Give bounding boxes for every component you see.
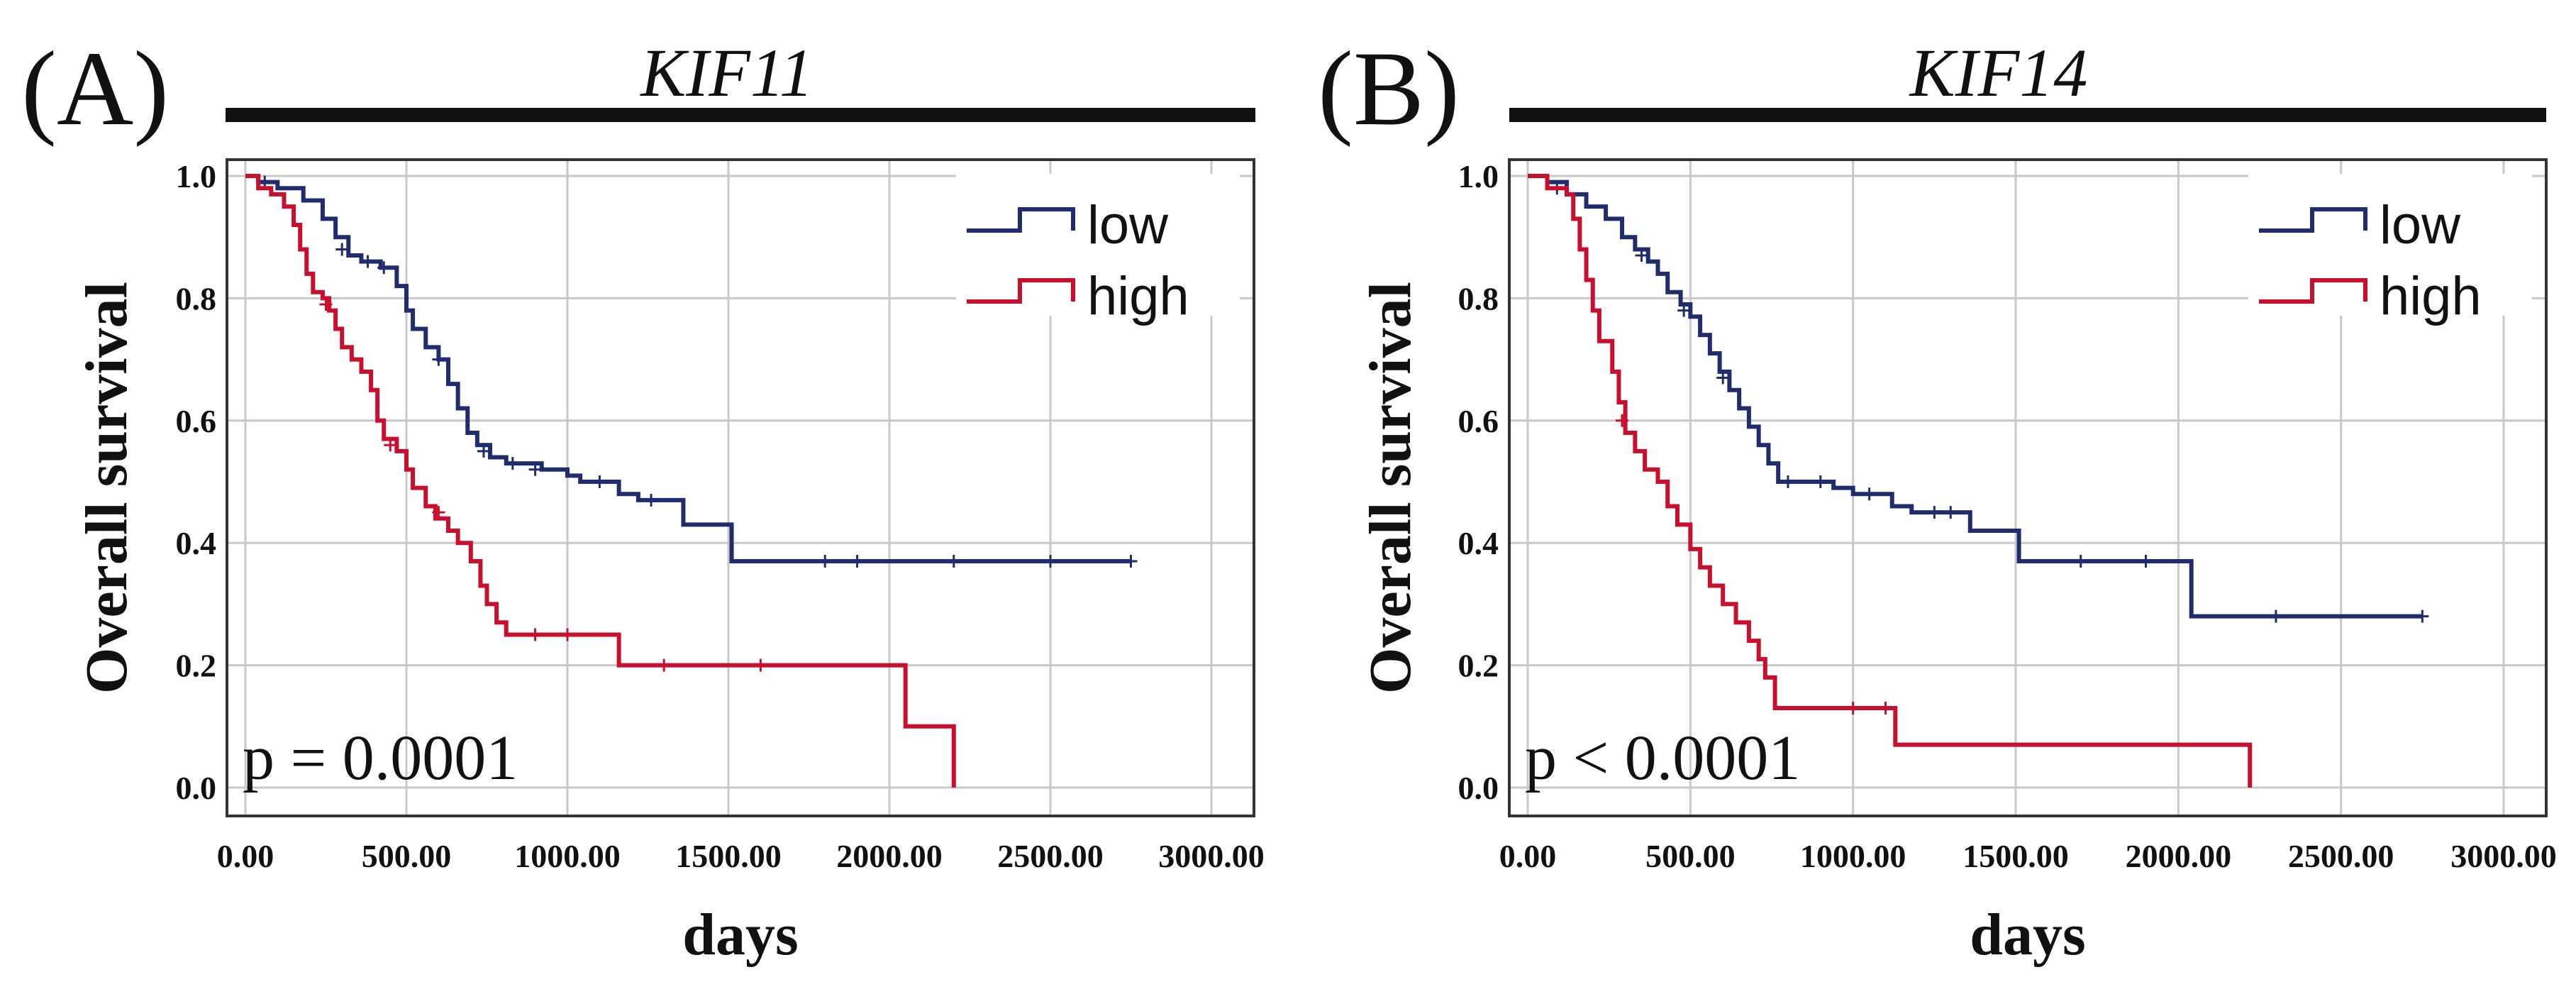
x-tick-label: 500.00 [362, 838, 452, 874]
censor-mark [1124, 555, 1138, 568]
censor-mark [1862, 487, 1876, 501]
censor-mark [593, 475, 606, 488]
legend: low high [2248, 174, 2532, 326]
censor-mark [1846, 701, 1860, 714]
survival-curve-low [1528, 174, 2423, 619]
y-tick-label: 0.6 [1458, 403, 1499, 439]
legend-swatch-low [2259, 207, 2367, 233]
y-tick-label: 0.2 [176, 648, 217, 684]
panel-label: (B) [1318, 30, 1460, 148]
x-axis-label: days [682, 902, 798, 968]
y-tick-label: 0.0 [176, 770, 217, 806]
censor-mark [319, 298, 333, 311]
p-value-annotation: p = 0.0001 [243, 723, 518, 793]
x-tick-label: 1500.00 [675, 838, 782, 874]
legend-label-high: high [1087, 266, 1189, 326]
x-tick-label: 2000.00 [836, 838, 943, 874]
censor-mark [1944, 506, 1958, 519]
censor-mark [850, 555, 864, 568]
censor-mark [1677, 304, 1691, 317]
y-tick-label: 0.8 [176, 280, 217, 316]
x-tick-label: 500.00 [1645, 838, 1736, 874]
censor-mark [1879, 701, 1892, 714]
censor-mark [657, 658, 671, 672]
censor-mark [1814, 475, 1827, 488]
chart-title: KIF11 [639, 35, 814, 111]
y-axis-label: Overall survival [74, 282, 140, 694]
censor-mark [432, 506, 445, 519]
y-tick-label: 0.4 [176, 525, 217, 561]
censor-mark [818, 555, 832, 568]
y-tick-label: 1.0 [176, 158, 217, 194]
y-tick-label: 0.4 [1458, 525, 1499, 561]
legend-swatch-high [2259, 278, 2367, 304]
censor-mark [645, 493, 658, 507]
legend-box [2248, 174, 2532, 316]
series-high [1528, 174, 2253, 788]
legend-label-low: low [1087, 195, 1169, 255]
legend-box [956, 174, 1240, 316]
plot-frame [1508, 158, 2548, 817]
y-tick-label: 0.0 [1458, 770, 1499, 806]
p-value-annotation: p < 0.0001 [1525, 723, 1800, 793]
x-tick-label: 1500.00 [1962, 838, 2069, 874]
censor-mark [1635, 249, 1648, 263]
panel-label: (A) [21, 30, 169, 148]
x-tick-label: 3000.00 [2450, 838, 2557, 874]
legend: low high [956, 174, 1240, 326]
x-tick-label: 0.00 [217, 838, 274, 874]
x-tick-label: 1000.00 [1800, 838, 1906, 874]
censor-mark [335, 243, 349, 256]
legend-label-low: low [2380, 195, 2461, 255]
censor-mark [506, 457, 519, 470]
series-low [245, 174, 1138, 568]
x-axis-label: days [1970, 902, 2085, 968]
x-tick-label: 2500.00 [2288, 838, 2394, 874]
y-tick-label: 1.0 [1458, 158, 1499, 194]
censor-mark [528, 628, 542, 641]
series-high [245, 174, 956, 788]
censor-mark [1781, 475, 1794, 488]
series-low [1528, 174, 2429, 623]
x-tick-label: 2000.00 [2126, 838, 2232, 874]
censor-mark [477, 444, 490, 458]
censor-mark [754, 658, 767, 672]
censor-mark [432, 353, 445, 366]
y-tick-label: 0.8 [1458, 280, 1499, 316]
censor-mark [2139, 555, 2153, 568]
y-axis-label: Overall survival [1358, 282, 1423, 694]
censor-mark [2074, 555, 2087, 568]
survival-curve-high [1528, 174, 2253, 788]
censor-mark [1928, 506, 1941, 519]
censor-mark [1716, 371, 1730, 385]
y-tick-label: 0.6 [176, 403, 217, 439]
censor-mark [2269, 609, 2282, 623]
censor-mark [1616, 414, 1629, 427]
legend-swatch-high [967, 278, 1075, 304]
legend-label-high: high [2380, 266, 2482, 326]
title-underline-bar [226, 108, 1255, 122]
title-underline-bar [1509, 108, 2546, 122]
censor-mark [377, 261, 391, 275]
x-tick-label: 3000.00 [1158, 838, 1265, 874]
x-tick-label: 2500.00 [997, 838, 1104, 874]
censor-mark [384, 438, 397, 452]
chart-panel-b: (B) KIF14 0.00 500.00 1000.00 1500.00 2000.00 2… [1318, 30, 2557, 968]
censor-mark [561, 628, 574, 641]
y-tick-label: 0.2 [1458, 648, 1499, 684]
censor-mark [947, 555, 960, 568]
censor-mark [361, 255, 374, 268]
censor-mark [528, 463, 542, 476]
chart-panel-a: (A) KIF11 0.00 500.00 1000.00 1500.00 2000.00 2… [21, 30, 1265, 968]
plot-frame [226, 158, 1255, 817]
chart-title: KIF14 [1909, 35, 2088, 111]
x-tick-label: 1000.00 [514, 838, 621, 874]
censor-mark [2416, 609, 2429, 623]
x-tick-label: 0.00 [1499, 838, 1557, 874]
censor-mark [1044, 555, 1057, 568]
legend-swatch-low [967, 207, 1075, 233]
survival-curve-high [245, 174, 956, 788]
